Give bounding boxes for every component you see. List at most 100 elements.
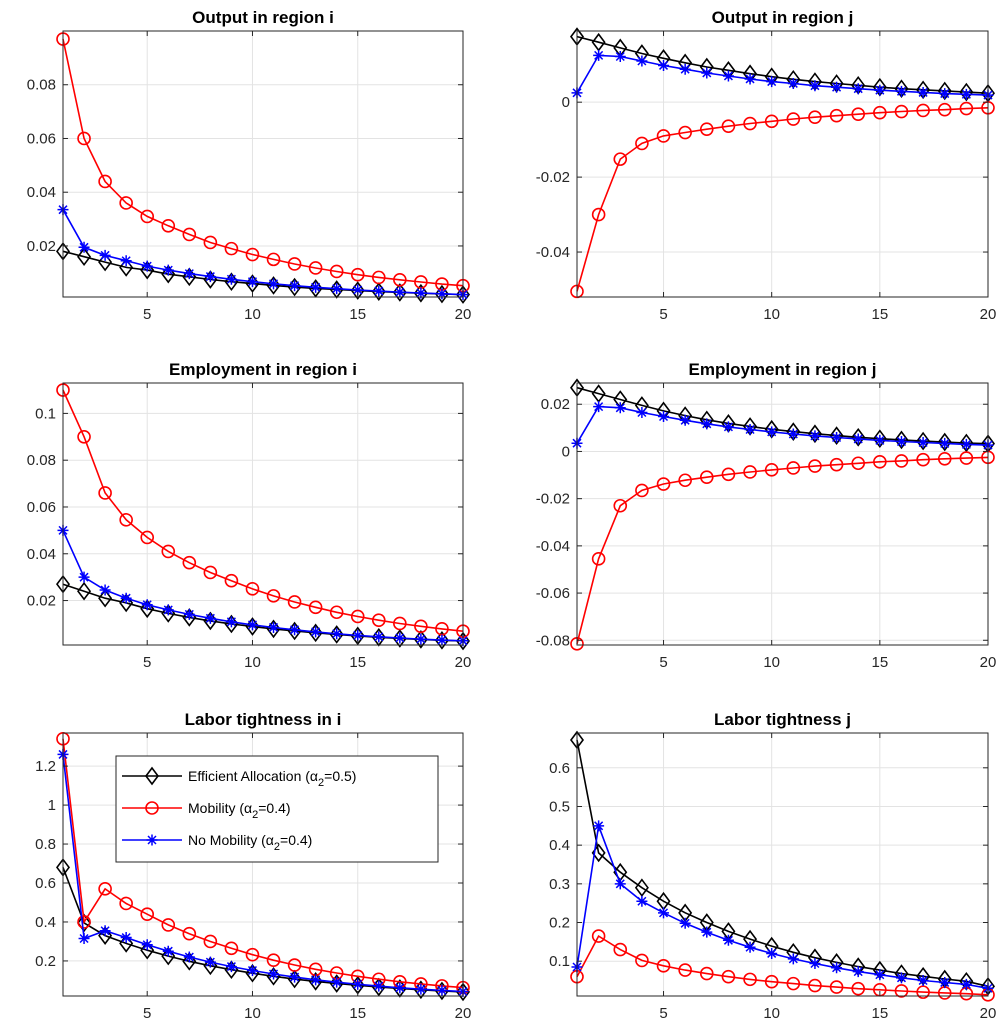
data-point [636, 895, 648, 907]
data-point [140, 940, 155, 960]
axes-box [62, 382, 464, 646]
data-point [851, 981, 866, 996]
data-point [246, 619, 258, 631]
data-point [613, 152, 628, 166]
data-point [722, 421, 734, 433]
data-point [851, 456, 866, 471]
data-point [268, 621, 280, 633]
x-tick-label: 10 [244, 1005, 261, 1022]
subplot-title: Employment in region j [689, 360, 877, 379]
data-point [266, 619, 281, 639]
data-point [392, 283, 407, 302]
data-point [204, 956, 216, 968]
y-tick-label: 0.02 [27, 238, 56, 255]
x-tick-label: 5 [659, 1005, 667, 1022]
y-tick-label: 0.6 [549, 760, 570, 777]
subplot-title: Output in region j [712, 8, 854, 27]
data-point [310, 281, 322, 293]
y-tick-label: 0.6 [35, 875, 56, 892]
data-point [120, 255, 132, 267]
data-point [613, 498, 628, 513]
data-point [917, 86, 929, 98]
data-point [329, 264, 344, 279]
data-point [636, 407, 648, 419]
data-point [246, 964, 258, 976]
data-point [119, 258, 134, 277]
data-point [895, 972, 907, 984]
data-point [77, 915, 91, 929]
data-point [77, 247, 92, 267]
data-point [289, 280, 301, 292]
data-point [787, 77, 799, 89]
data-point [658, 907, 670, 919]
subplot-3: 5 10 15 20 0.02 0.04 0.06 0.08 0.1 Employment in … [27, 360, 472, 671]
data-point [182, 227, 197, 242]
series-mobility [56, 383, 470, 638]
x-tick-label: 5 [143, 306, 151, 323]
data-point [614, 878, 626, 890]
data-point [225, 273, 237, 285]
data-point [656, 129, 671, 143]
subplot-4: 5 10 15 20 -0.08 -0.06 -0.04 -0.02 0 0.02 Employme… [536, 360, 997, 671]
data-point [246, 276, 258, 288]
data-point [916, 985, 930, 999]
legend: Efficient Allocation (α2=0.5) Mobility (α… [115, 755, 439, 863]
data-point [591, 552, 606, 566]
data-point [916, 452, 930, 467]
x-tick-label: 20 [980, 654, 997, 671]
data-point [766, 947, 778, 959]
data-point [98, 486, 112, 500]
plot-area [577, 383, 988, 645]
y-tick-label: -0.08 [536, 632, 570, 649]
legend-label: Efficient Allocation (α2=0.5) [188, 768, 356, 789]
data-point [371, 613, 386, 628]
data-point [331, 976, 343, 988]
x-tick-label: 20 [455, 654, 472, 671]
y-tick-label: 1.2 [35, 758, 56, 775]
data-point [701, 67, 713, 79]
legend-label: Mobility (α2=0.4) [188, 800, 291, 821]
series-no-mobility [57, 204, 469, 301]
axes-box [576, 732, 989, 997]
data-point [874, 969, 886, 981]
data-point [678, 473, 692, 488]
legend-box [115, 755, 439, 863]
x-tick-label: 10 [763, 306, 780, 323]
legend-marker [146, 834, 158, 846]
data-point [939, 976, 951, 988]
data-point [939, 88, 951, 100]
data-point [809, 958, 821, 970]
data-point [224, 241, 239, 256]
subplot-2: 5 10 15 20 -0.04 -0.02 0 Output in region j [536, 8, 997, 323]
data-point [593, 820, 605, 832]
series-line [62, 38, 464, 287]
data-point [786, 112, 801, 126]
data-point [808, 978, 822, 993]
data-point [678, 963, 692, 977]
data-point [77, 913, 92, 933]
data-point [140, 209, 155, 224]
series-mobility [56, 32, 470, 293]
data-point [591, 929, 606, 943]
data-point [120, 592, 132, 604]
data-point [371, 282, 386, 301]
data-point [636, 55, 648, 67]
data-point [434, 630, 449, 650]
data-point [744, 73, 756, 85]
data-point [786, 976, 801, 991]
data-point [140, 907, 155, 921]
axes-box [576, 382, 989, 646]
subplot-6: 5 10 15 20 0.1 0.2 0.3 0.4 0.5 0.6 Labor tightness… [549, 710, 996, 1022]
data-point [829, 980, 844, 994]
subplot-title: Labor tightness in i [185, 710, 342, 729]
data-point [591, 207, 606, 222]
data-point [225, 961, 237, 973]
data-point [394, 982, 406, 994]
data-point [225, 616, 237, 628]
y-tick-label: 0.08 [27, 77, 56, 94]
data-point [743, 465, 757, 479]
axes-box [62, 732, 464, 997]
data-point [635, 953, 649, 968]
data-point [635, 136, 649, 151]
y-tick-label: 0.06 [27, 499, 56, 516]
